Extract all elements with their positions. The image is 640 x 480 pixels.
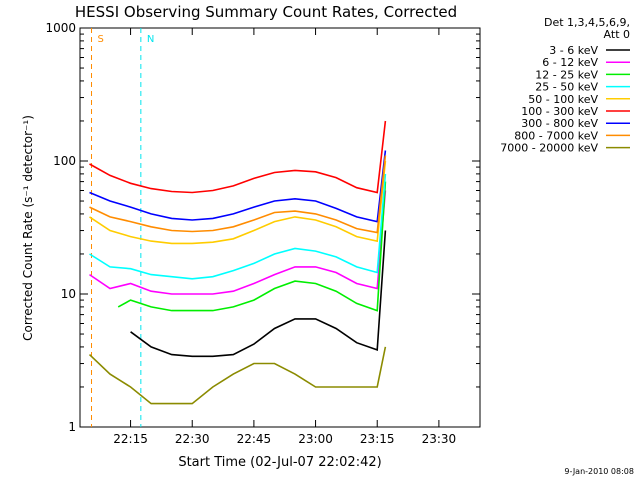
y-axis-label: Corrected Count Rate (s⁻¹ detector⁻¹)	[21, 115, 35, 341]
legend-label-7: 800 - 7000 keV	[514, 129, 598, 142]
y-tick-label-1: 10	[61, 287, 76, 301]
legend-label-4: 50 - 100 keV	[528, 93, 598, 106]
footer-timestamp: 9-Jan-2010 08:08	[564, 467, 634, 476]
y-tick-label-0: 1	[68, 420, 76, 434]
legend-label-5: 100 - 300 keV	[521, 105, 598, 118]
legend-label-6: 300 - 800 keV	[521, 117, 598, 130]
legend-label-2: 12 - 25 keV	[535, 68, 598, 81]
series-line-4	[89, 160, 387, 245]
x-tick-label-5: 23:30	[422, 432, 457, 446]
series-line-0	[130, 230, 387, 358]
series-line-8	[88, 346, 387, 405]
legend-label-0: 3 - 6 keV	[549, 44, 598, 57]
legend-label-1: 6 - 12 keV	[542, 56, 598, 69]
series-lines	[88, 120, 387, 405]
y-tick-label-2: 100	[53, 154, 76, 168]
plot-frame	[79, 27, 481, 428]
plot-area	[79, 27, 481, 428]
x-tick-label-3: 23:00	[298, 432, 333, 446]
y-tick-label-3: 1000	[45, 21, 76, 35]
x-tick-label-2: 22:45	[237, 432, 272, 446]
x-tick-label-1: 22:30	[175, 432, 210, 446]
marker-label-n: N	[147, 34, 154, 45]
series-line-6	[89, 150, 387, 223]
x-axis-label: Start Time (02-Jul-07 22:02:42)	[178, 455, 381, 470]
chart-title: HESSI Observing Summary Count Rates, Cor…	[75, 3, 457, 21]
axes: 22:15 22:30 22:45 23:00 23:15 23:30 1 10 100 1000	[45, 21, 480, 446]
series-line-3	[89, 173, 387, 280]
x-tick-label-0: 22:15	[113, 432, 148, 446]
legend-header-line-2: Att 0	[604, 28, 630, 41]
x-tick-label-4: 23:15	[360, 432, 395, 446]
legend-header-line-1: Det 1,3,4,5,6,9,	[544, 16, 630, 29]
legend-label-3: 25 - 50 keV	[535, 81, 598, 94]
series-line-5	[89, 120, 387, 194]
legend-label-8: 7000 - 20000 keV	[500, 142, 598, 155]
series-line-1	[89, 190, 387, 295]
series-line-7	[89, 155, 387, 234]
series-line-2	[117, 181, 387, 312]
marker-label-s: S	[98, 34, 104, 45]
